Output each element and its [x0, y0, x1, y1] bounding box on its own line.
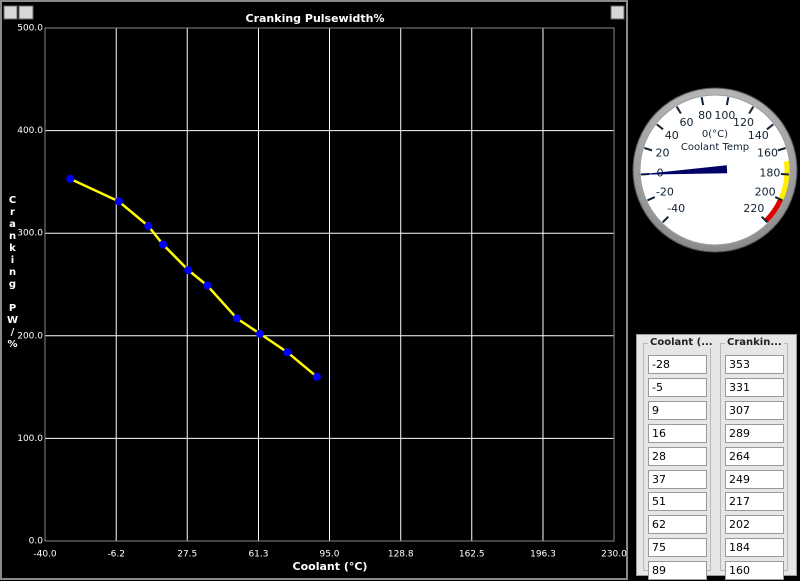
- x-tick-label: 230.0: [601, 550, 627, 560]
- table-cell[interactable]: 28: [648, 446, 707, 466]
- options-button[interactable]: [610, 5, 625, 20]
- gauge-tick-label: 40: [665, 129, 679, 142]
- gauge-tick-label: 100: [714, 109, 735, 122]
- data-point: [232, 314, 241, 323]
- x-tick-label: 196.3: [530, 550, 556, 560]
- x-tick-label: 61.3: [248, 550, 268, 560]
- table-cell[interactable]: 37: [648, 469, 707, 489]
- gauge-tick: [748, 106, 755, 115]
- gauge-tick-label: 220: [743, 202, 764, 215]
- table-cell[interactable]: 331: [725, 377, 784, 397]
- gauge-tick: [656, 123, 664, 131]
- gauge-tick-label: 60: [680, 116, 694, 129]
- data-point: [114, 197, 123, 206]
- table-cell[interactable]: 353: [725, 355, 784, 374]
- y-tick-label: 300.0: [17, 229, 43, 239]
- table-cell[interactable]: 202: [725, 515, 784, 535]
- gauge-tick: [774, 196, 783, 202]
- table-cell[interactable]: 16: [648, 423, 707, 443]
- x-tick-label: 128.8: [388, 550, 414, 560]
- menu-button[interactable]: [3, 5, 18, 20]
- x-tick-label: -6.2: [107, 550, 125, 560]
- plot-border: [44, 27, 615, 542]
- gauge-tick: [675, 106, 682, 115]
- gauge-tick-label: 20: [655, 147, 669, 160]
- gauge-tick: [777, 147, 786, 152]
- table-cell[interactable]: 307: [725, 400, 784, 420]
- table-cell[interactable]: -28: [648, 355, 707, 374]
- table-cell[interactable]: 160: [725, 561, 784, 581]
- column-header: Crankin...: [725, 337, 784, 348]
- gauge-tick: [644, 147, 653, 152]
- data-point: [184, 266, 193, 275]
- tool-button[interactable]: [18, 5, 34, 20]
- y-axis-label: Cranking PW/%: [7, 195, 18, 351]
- x-tick-label: 27.5: [177, 550, 197, 560]
- gauge-tick: [725, 97, 730, 106]
- chart-frame: [0, 0, 628, 580]
- chart-title: Cranking Pulsewidth%: [246, 12, 385, 25]
- table-panel: Coolant (... -28 -5 9 16 28 37 51 62 75 89 Crankin.…: [636, 334, 797, 581]
- gauge-tick: [647, 196, 656, 202]
- table-cell[interactable]: 75: [648, 538, 707, 558]
- gauge-tick-label: 140: [748, 129, 769, 142]
- column-header: Coolant (...: [648, 337, 715, 348]
- table-cell[interactable]: 264: [725, 446, 784, 466]
- table-cell[interactable]: -5: [648, 377, 707, 397]
- data-point: [203, 281, 212, 290]
- y-tick-label: 200.0: [17, 331, 43, 341]
- gauge-tick-label: -20: [656, 186, 674, 199]
- table-cell[interactable]: 51: [648, 492, 707, 512]
- table-cell[interactable]: 62: [648, 515, 707, 535]
- data-point: [312, 372, 321, 381]
- gauge-tick-label: 120: [733, 116, 754, 129]
- x-tick-label: 162.5: [459, 550, 485, 560]
- table-cell[interactable]: 289: [725, 423, 784, 443]
- data-point: [66, 174, 75, 183]
- gauge-value-label: 0(°C): [702, 129, 728, 140]
- gauge-tick-label: -40: [667, 202, 685, 215]
- x-tick-label: -40.0: [33, 550, 57, 560]
- gauge-tick-label: 180: [759, 166, 780, 179]
- x-tick-label: 95.0: [319, 550, 339, 560]
- table-cell[interactable]: 184: [725, 538, 784, 558]
- data-line: [69, 177, 318, 378]
- table-cell[interactable]: 89: [648, 561, 707, 581]
- data-point: [255, 329, 264, 338]
- y-tick-label: 100.0: [17, 434, 43, 444]
- data-point: [283, 348, 292, 357]
- gauge-tick: [760, 215, 769, 224]
- gauge-tick-label: 160: [757, 147, 778, 160]
- gauge-title: Coolant Temp: [681, 142, 749, 153]
- gauge-tick: [661, 215, 670, 224]
- table-cell[interactable]: 9: [648, 400, 707, 420]
- gauge-tick: [766, 123, 774, 131]
- gauge-zone: [778, 161, 790, 201]
- table-cell[interactable]: 249: [725, 469, 784, 489]
- data-point: [159, 240, 168, 249]
- y-tick-label: 0.0: [29, 537, 44, 547]
- table-cell[interactable]: 217: [725, 492, 784, 512]
- gauge-needle: [637, 165, 728, 175]
- table-column: Crankin... 353 331 307 289 264 249 217 202 184 160: [720, 337, 788, 581]
- gauge-tick: [700, 97, 705, 106]
- y-tick-label: 500.0: [17, 24, 43, 34]
- data-point: [144, 222, 153, 231]
- gauge-tick-label: 200: [755, 186, 776, 199]
- x-axis-label: Coolant (°C): [293, 560, 368, 573]
- table-column: Coolant (... -28 -5 9 16 28 37 51 62 75 89: [643, 337, 715, 581]
- y-tick-label: 400.0: [17, 126, 43, 136]
- gauge-tick-label: 80: [698, 109, 712, 122]
